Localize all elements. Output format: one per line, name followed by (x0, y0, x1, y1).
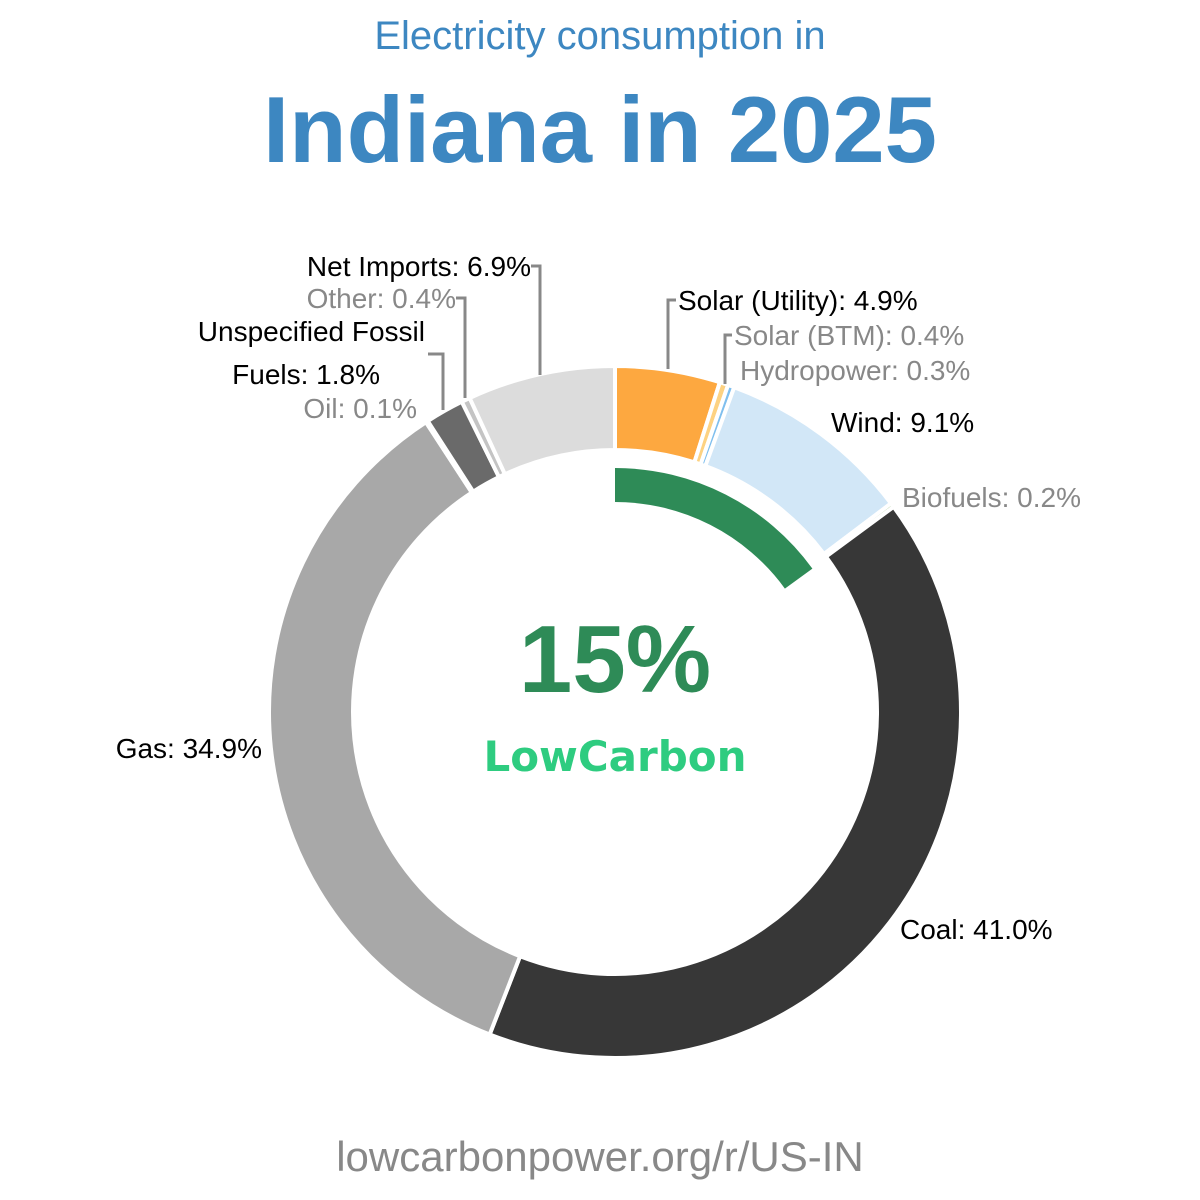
label-coal: Coal: 41.0% (900, 914, 1053, 945)
label-oil: Oil: 0.1% (303, 393, 417, 424)
label-gas: Gas: 34.9% (116, 733, 262, 764)
chart-title: Indiana in 2025 (263, 77, 937, 182)
chart-subtitle: Electricity consumption in (374, 14, 826, 58)
label-other: Other: 0.4% (307, 283, 456, 314)
low-carbon-arc (615, 468, 813, 589)
label-wind: Wind: 9.1% (831, 407, 974, 438)
source-url: lowcarbonpower.org/r/US-IN (336, 1133, 864, 1180)
label-solar-btm: Solar (BTM): 0.4% (734, 320, 964, 351)
label-solar-utility: Solar (Utility): 4.9% (678, 285, 918, 316)
low-carbon-percentage: 15% (519, 606, 711, 713)
slice-net-imports (466, 363, 617, 477)
leader-lines (428, 264, 732, 410)
low-carbon-brand-label: LowCarbon (483, 732, 746, 781)
slice-coal (487, 504, 963, 1060)
slice-labels: Net Imports: 6.9% Other: 0.4% Unspecifie… (116, 251, 1081, 945)
label-unspecified-fossil-line2: Fuels: 1.8% (232, 359, 380, 390)
label-unspecified-fossil-line1: Unspecified Fossil (198, 316, 425, 347)
label-biofuels: Biofuels: 0.2% (902, 482, 1081, 513)
label-hydropower: Hydropower: 0.3% (740, 355, 970, 386)
label-net-imports: Net Imports: 6.9% (307, 251, 531, 282)
donut-slices (267, 363, 963, 1060)
slice-gas (267, 419, 523, 1038)
